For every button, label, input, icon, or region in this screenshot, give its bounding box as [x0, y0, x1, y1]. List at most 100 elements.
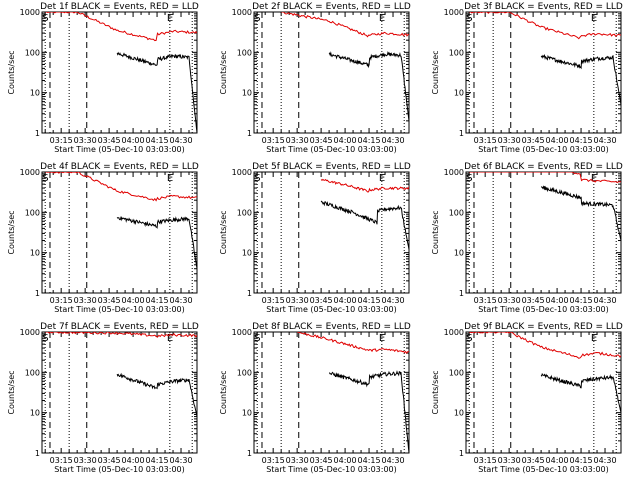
- y-tick-label: 1000: [444, 8, 464, 17]
- y-tick-label: 100: [25, 368, 40, 377]
- end-marker: E: [591, 333, 597, 344]
- start-marker: S: [466, 333, 472, 344]
- y-axis-label: Counts/sec: [219, 210, 228, 254]
- lld-series-line: [320, 178, 409, 193]
- y-tick-label: 1: [459, 289, 464, 298]
- x-tick-label: 03:30: [74, 456, 97, 465]
- plot-frame: [253, 11, 410, 134]
- y-tick-label: 1000: [20, 8, 40, 17]
- y-axis-label: Counts/sec: [219, 370, 228, 414]
- x-tick-label: 03:15: [262, 296, 285, 305]
- plot-frame: [465, 331, 622, 454]
- y-tick-label: 1000: [444, 328, 464, 337]
- x-tick-label: 03:45: [310, 296, 333, 305]
- detector-panel: Det 8f BLACK = Events, RED = LLD 1 10 100 10…: [219, 322, 411, 474]
- y-tick-label: 10: [30, 409, 40, 418]
- end-marker: E: [379, 173, 385, 184]
- x-tick-label: 04:00: [334, 456, 357, 465]
- x-tick-label: 03:30: [286, 136, 309, 145]
- start-marker: S: [42, 173, 48, 184]
- x-tick-label: 04:15: [570, 456, 593, 465]
- panel-title: Det 9f BLACK = Events, RED = LLD: [464, 322, 623, 332]
- y-axis-label: Counts/sec: [219, 50, 228, 94]
- x-tick-label: 04:15: [358, 456, 381, 465]
- x-axis-label: Start Time (05-Dec-10 03:03:00): [266, 305, 397, 314]
- plot-frame: [41, 331, 198, 454]
- y-tick-label: 1000: [20, 328, 40, 337]
- x-tick-label: 04:00: [546, 296, 569, 305]
- x-tick-label: 03:30: [74, 296, 97, 305]
- start-marker: S: [254, 173, 260, 184]
- x-tick-label: 04:00: [122, 456, 145, 465]
- detector-panel: Det 2f BLACK = Events, RED = LLD 1 10 100 10…: [219, 2, 411, 154]
- detector-panel: Det 1f BLACK = Events, RED = LLD 1 10 100 10…: [7, 2, 199, 154]
- x-tick-label: 04:00: [334, 136, 357, 145]
- plot-frame: [465, 171, 622, 294]
- x-tick-label: 03:45: [98, 296, 121, 305]
- detector-panel: Det 4f BLACK = Events, RED = LLD 1 10 100 10…: [7, 162, 199, 314]
- x-tick-label: 03:15: [50, 296, 73, 305]
- y-tick-label: 1000: [444, 168, 464, 177]
- start-marker: S: [254, 13, 260, 24]
- y-tick-label: 1: [247, 449, 252, 458]
- x-tick-label: 03:15: [474, 456, 497, 465]
- y-tick-label: 1: [35, 449, 40, 458]
- plot-frame: [41, 171, 198, 294]
- events-series-line: [540, 372, 621, 413]
- y-tick-label: 1: [459, 129, 464, 138]
- x-tick-label: 03:45: [310, 456, 333, 465]
- x-tick-label: 04:30: [593, 456, 616, 465]
- panel-title: Det 3f BLACK = Events, RED = LLD: [464, 2, 623, 12]
- x-tick-label: 04:00: [122, 136, 145, 145]
- x-tick-label: 03:30: [74, 136, 97, 145]
- x-axis-label: Start Time (05-Dec-10 03:03:00): [54, 145, 185, 154]
- detector-panel: Det 6f BLACK = Events, RED = LLD 1 10 100 10…: [431, 162, 623, 314]
- x-tick-label: 04:00: [122, 296, 145, 305]
- y-tick-label: 10: [242, 409, 252, 418]
- end-marker: E: [591, 13, 597, 24]
- events-series-line: [328, 370, 409, 453]
- lld-series-line: [469, 12, 621, 40]
- end-marker: E: [167, 13, 173, 24]
- y-axis-label: Counts/sec: [7, 210, 16, 254]
- panel-title: Det 1f BLACK = Events, RED = LLD: [40, 2, 199, 12]
- x-tick-label: 04:30: [381, 136, 404, 145]
- lld-series-line: [469, 332, 621, 359]
- x-axis-label: Start Time (05-Dec-10 03:03:00): [478, 305, 609, 314]
- end-marker: E: [379, 333, 385, 344]
- y-tick-label: 1: [459, 449, 464, 458]
- lld-series-line: [45, 172, 197, 202]
- x-axis-label: Start Time (05-Dec-10 03:03:00): [266, 145, 397, 154]
- y-tick-label: 1: [35, 129, 40, 138]
- y-tick-label: 10: [242, 89, 252, 98]
- x-tick-label: 03:15: [262, 456, 285, 465]
- plot-frame: [465, 11, 622, 134]
- x-tick-label: 03:45: [522, 136, 545, 145]
- end-marker: E: [167, 173, 173, 184]
- start-marker: S: [42, 13, 48, 24]
- events-series-line: [320, 200, 409, 250]
- x-tick-label: 03:15: [50, 456, 73, 465]
- detector-panel: Det 9f BLACK = Events, RED = LLD 1 10 100 10…: [431, 322, 623, 474]
- y-tick-label: 1000: [232, 328, 252, 337]
- detector-panel: Det 3f BLACK = Events, RED = LLD 1 10 100 10…: [431, 2, 623, 154]
- panel-title: Det 8f BLACK = Events, RED = LLD: [252, 322, 411, 332]
- y-tick-label: 100: [25, 48, 40, 57]
- x-tick-label: 04:15: [570, 296, 593, 305]
- start-marker: S: [42, 333, 48, 344]
- events-series-line: [328, 50, 409, 121]
- y-tick-label: 100: [237, 368, 252, 377]
- y-tick-label: 100: [449, 48, 464, 57]
- x-tick-label: 03:45: [522, 296, 545, 305]
- y-tick-label: 10: [30, 249, 40, 258]
- y-axis-label: Counts/sec: [431, 50, 440, 94]
- x-tick-label: 03:45: [98, 136, 121, 145]
- x-tick-label: 04:15: [146, 456, 169, 465]
- start-marker: S: [254, 333, 260, 344]
- x-tick-label: 04:00: [546, 456, 569, 465]
- x-tick-label: 03:30: [498, 456, 521, 465]
- start-marker: S: [466, 173, 472, 184]
- x-tick-label: 04:30: [169, 136, 192, 145]
- y-axis-label: Counts/sec: [7, 50, 16, 94]
